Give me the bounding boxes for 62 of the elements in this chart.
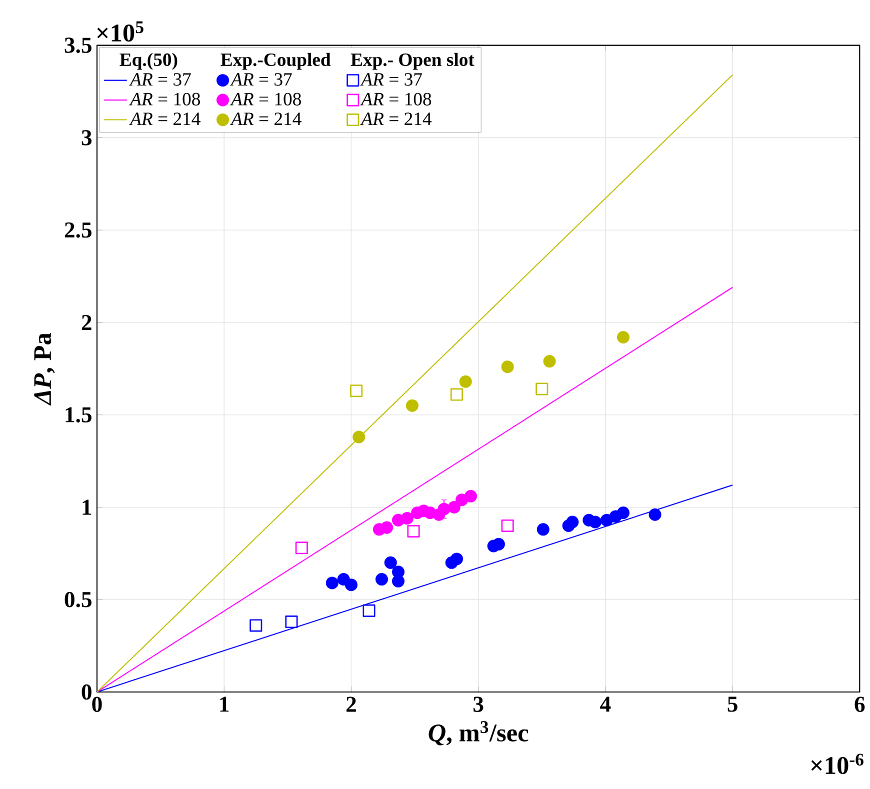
point bbox=[326, 576, 338, 590]
point bbox=[375, 573, 388, 586]
point bbox=[450, 552, 463, 566]
y-tick-label: 2 bbox=[82, 314, 92, 330]
point bbox=[501, 519, 514, 532]
point bbox=[350, 384, 363, 398]
legend-label: AR = 214 bbox=[129, 112, 200, 125]
y-tick-label: 1.5 bbox=[66, 407, 92, 422]
legend-label: AR = 37 bbox=[360, 73, 422, 86]
legend-label: AR = 37 bbox=[230, 73, 292, 86]
point bbox=[400, 512, 414, 525]
point bbox=[566, 516, 579, 528]
x-tick-label: 2 bbox=[346, 696, 356, 712]
y-tick-label: 0 bbox=[82, 684, 92, 700]
point bbox=[352, 430, 366, 444]
x-tick-label: 5 bbox=[728, 696, 738, 712]
y-tick-label: 0.5 bbox=[64, 592, 92, 608]
legend-label: AR = 108 bbox=[129, 92, 200, 106]
x-tick-label: 3 bbox=[474, 696, 484, 712]
point bbox=[250, 619, 262, 632]
annotation: Exp.-Coupled bbox=[220, 52, 331, 70]
y-tick-label: 2.5 bbox=[64, 222, 92, 238]
annotation: Eq.(50) bbox=[120, 52, 178, 70]
point bbox=[380, 521, 394, 534]
y-axis-title: ΔP, Pa bbox=[34, 332, 55, 406]
point bbox=[589, 516, 602, 528]
point bbox=[285, 616, 298, 628]
point bbox=[295, 542, 308, 554]
point bbox=[536, 382, 548, 396]
legend-label: AR = 214 bbox=[230, 112, 302, 125]
point bbox=[543, 355, 556, 368]
point bbox=[344, 578, 358, 592]
legend-label: AR = 214 bbox=[360, 112, 432, 125]
legend-label: AR = 108 bbox=[360, 92, 432, 106]
legend-label: AR = 108 bbox=[230, 92, 301, 106]
point bbox=[648, 508, 662, 521]
x-axis-title: Q, m$^{3}$/sec bbox=[428, 721, 528, 746]
y-tick-label: 3 bbox=[82, 130, 92, 146]
y-tick-label: 1 bbox=[82, 500, 92, 515]
point bbox=[464, 490, 477, 502]
point bbox=[459, 375, 472, 388]
y-tick-label: 3.5 bbox=[64, 38, 92, 53]
point bbox=[438, 502, 450, 516]
x-tick-label: 0 bbox=[92, 696, 102, 712]
point bbox=[407, 524, 420, 538]
x-tick-label: 6 bbox=[854, 696, 865, 712]
point bbox=[392, 574, 405, 588]
point bbox=[616, 330, 630, 344]
point bbox=[616, 506, 630, 520]
x-tick-label: 4 bbox=[600, 696, 611, 712]
point bbox=[406, 399, 419, 412]
point bbox=[450, 388, 463, 401]
point bbox=[362, 604, 376, 617]
point bbox=[384, 556, 397, 569]
point bbox=[448, 500, 460, 514]
text: ×10$^{-6}$ bbox=[811, 754, 864, 774]
point bbox=[501, 360, 514, 374]
annotation: Exp.- Open slot bbox=[350, 52, 474, 70]
text: ×10$^{5}$ bbox=[97, 21, 144, 42]
x-tick-label: 1 bbox=[220, 696, 229, 712]
legend-label: AR = 37 bbox=[129, 73, 191, 86]
point bbox=[536, 523, 550, 536]
